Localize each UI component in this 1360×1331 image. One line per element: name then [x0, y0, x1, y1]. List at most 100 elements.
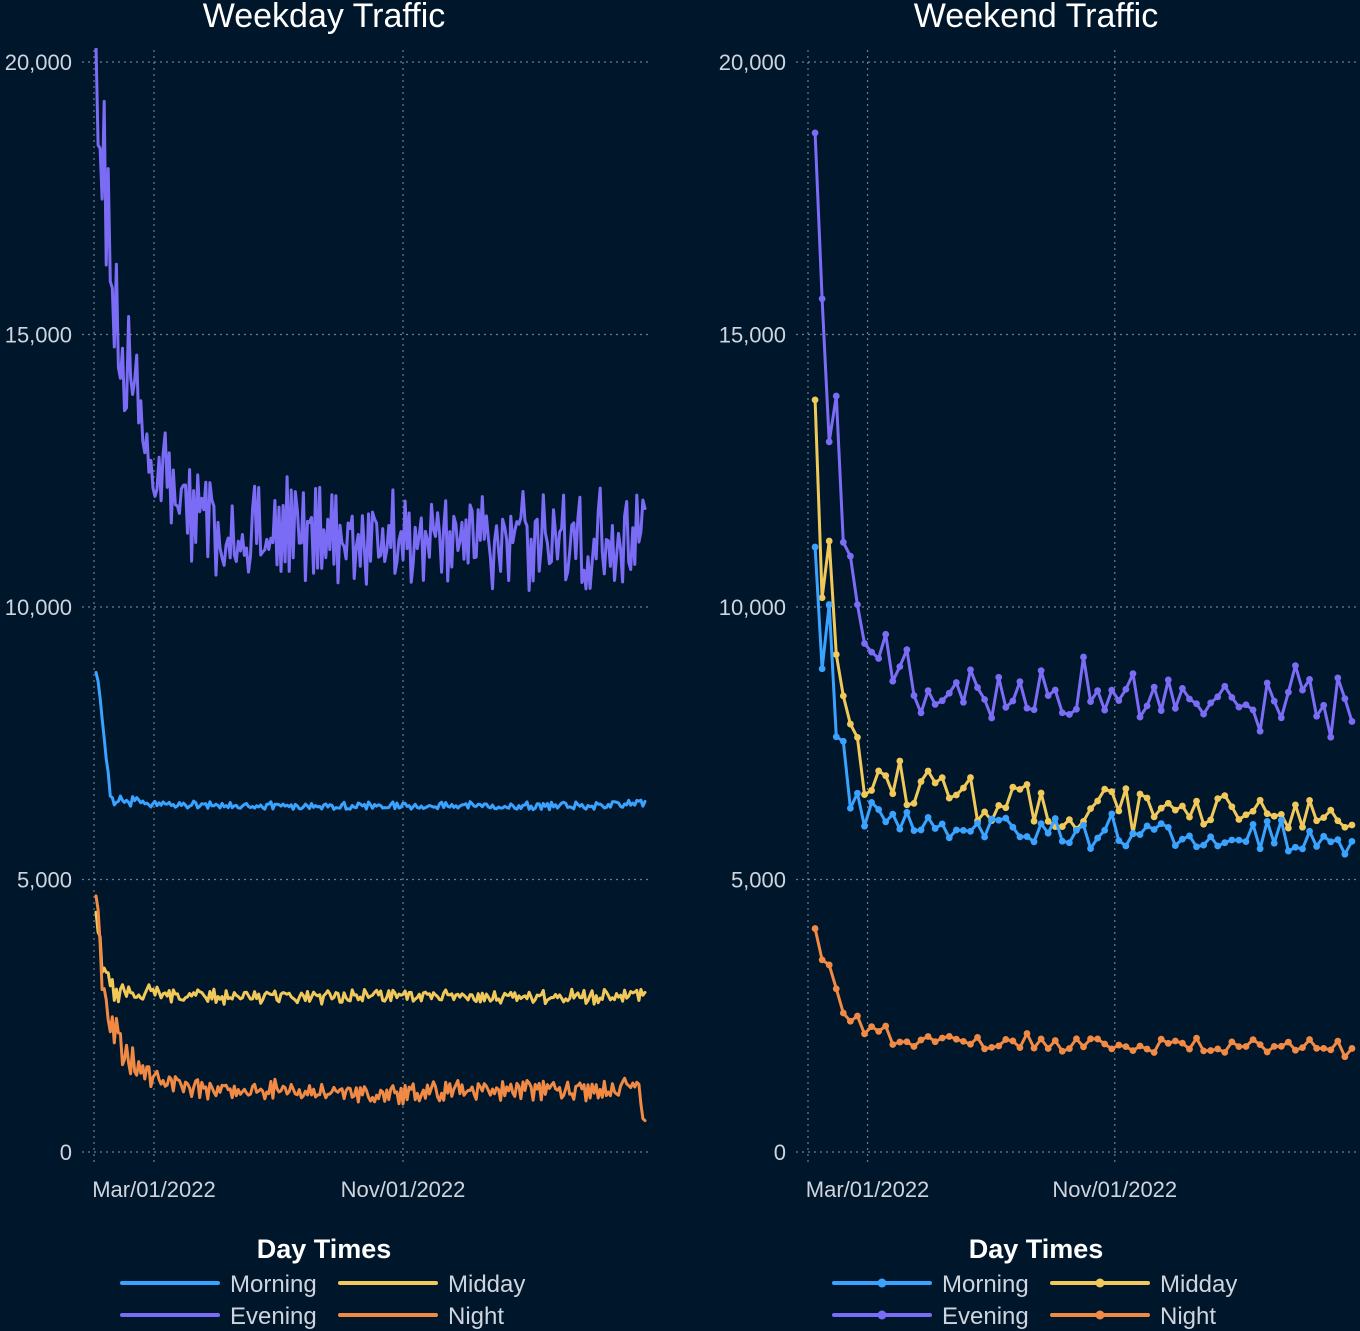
data-point-night [1051, 1037, 1059, 1044]
data-point-night [1320, 1044, 1328, 1052]
data-point-midday [967, 774, 974, 781]
data-point-morning [1179, 835, 1186, 843]
data-point-night [1164, 1039, 1172, 1047]
data-point-evening [1341, 695, 1349, 703]
data-point-night [1129, 1047, 1137, 1055]
data-point-night [1284, 1038, 1292, 1046]
plot-area [811, 129, 1356, 1061]
data-point-morning [1044, 829, 1052, 837]
data-point-midday [1101, 785, 1109, 793]
data-point-midday [1002, 804, 1010, 812]
data-point-midday [1235, 816, 1243, 823]
legend-marker [1095, 1310, 1105, 1320]
data-point-morning [1284, 847, 1292, 855]
data-point-night [1348, 1045, 1356, 1052]
data-point-night [1150, 1049, 1158, 1056]
data-point-morning [1263, 817, 1271, 825]
legend-item-morning[interactable]: Morning [832, 1271, 1029, 1298]
legend-item-midday[interactable]: Midday [338, 1271, 525, 1298]
data-point-midday [868, 787, 875, 794]
legend-label: Evening [230, 1303, 317, 1330]
data-point-night [1242, 1043, 1250, 1050]
data-point-evening [1157, 707, 1165, 714]
chart-title: Weekend Traffic [914, 0, 1158, 35]
data-point-night [1327, 1046, 1335, 1054]
data-point-midday [981, 808, 989, 816]
data-point-midday [839, 692, 847, 700]
data-point-midday [1277, 810, 1285, 818]
data-point-morning [811, 543, 819, 551]
data-point-night [875, 1027, 883, 1035]
data-point-night [945, 1033, 953, 1040]
data-point-morning [818, 665, 826, 673]
legend-item-morning[interactable]: Morning [120, 1271, 317, 1298]
y-tick-label: 10,000 [5, 595, 72, 620]
data-point-morning [974, 819, 981, 827]
legend-marker [877, 1278, 887, 1288]
data-point-midday [910, 799, 918, 807]
data-point-morning [1235, 836, 1243, 844]
data-point-evening [952, 679, 960, 686]
data-point-evening [1193, 700, 1200, 708]
data-point-midday [1207, 816, 1215, 824]
data-point-night [952, 1035, 960, 1043]
data-point-evening [924, 687, 932, 695]
data-point-night [1313, 1044, 1321, 1052]
data-point-night [931, 1038, 939, 1046]
y-tick-label: 20,000 [719, 50, 786, 75]
data-point-midday [1143, 794, 1151, 802]
data-point-evening [818, 295, 826, 303]
data-point-evening [868, 648, 875, 656]
data-point-night [960, 1037, 967, 1045]
data-point-midday [818, 594, 826, 602]
data-point-midday [945, 794, 953, 802]
data-point-night [1016, 1044, 1024, 1051]
data-point-morning [967, 827, 974, 835]
legend: Day Times Morning Midday Evening Night [832, 1234, 1237, 1330]
legend-item-midday[interactable]: Midday [1050, 1271, 1237, 1298]
series-line-midday [813, 398, 1354, 836]
data-point-night [846, 1017, 854, 1025]
legend-label: Midday [1160, 1271, 1237, 1298]
data-point-midday [1108, 788, 1116, 796]
data-point-midday [846, 720, 854, 728]
data-point-night [1094, 1035, 1102, 1043]
data-point-evening [1270, 697, 1278, 705]
data-point-midday [938, 774, 946, 782]
data-point-evening [1334, 674, 1342, 682]
data-point-night [1306, 1036, 1313, 1043]
data-point-evening [960, 698, 967, 706]
legend-item-evening[interactable]: Evening [120, 1303, 317, 1330]
data-point-midday [1009, 783, 1017, 791]
data-point-night [1334, 1037, 1342, 1045]
data-point-morning [868, 799, 875, 806]
data-point-night [1009, 1037, 1017, 1045]
legend-item-night[interactable]: Night [338, 1303, 504, 1330]
series-line-morning [94, 670, 647, 812]
data-point-night [1157, 1035, 1165, 1043]
data-point-morning [861, 822, 868, 830]
data-point-night [910, 1043, 918, 1050]
data-point-morning [1214, 842, 1222, 850]
data-point-night [974, 1034, 981, 1041]
data-point-midday [952, 791, 960, 799]
legend-item-evening[interactable]: Evening [832, 1303, 1029, 1330]
data-point-midday [1150, 813, 1158, 821]
data-point-night [903, 1038, 911, 1046]
data-point-morning [1171, 842, 1179, 849]
legend-item-night[interactable]: Night [1050, 1303, 1216, 1330]
data-point-midday [1179, 802, 1186, 810]
data-point-night [1179, 1039, 1186, 1047]
data-point-night [1299, 1044, 1306, 1051]
data-point-midday [1299, 823, 1306, 831]
data-point-morning [995, 816, 1003, 824]
data-point-midday [931, 779, 939, 787]
data-point-night [1292, 1046, 1299, 1054]
data-point-evening [839, 538, 847, 546]
data-point-evening [1002, 703, 1010, 711]
data-point-night [981, 1045, 989, 1053]
data-point-morning [1313, 843, 1321, 850]
data-point-morning [952, 826, 960, 834]
data-point-evening [1030, 706, 1038, 714]
data-point-night [825, 961, 833, 969]
